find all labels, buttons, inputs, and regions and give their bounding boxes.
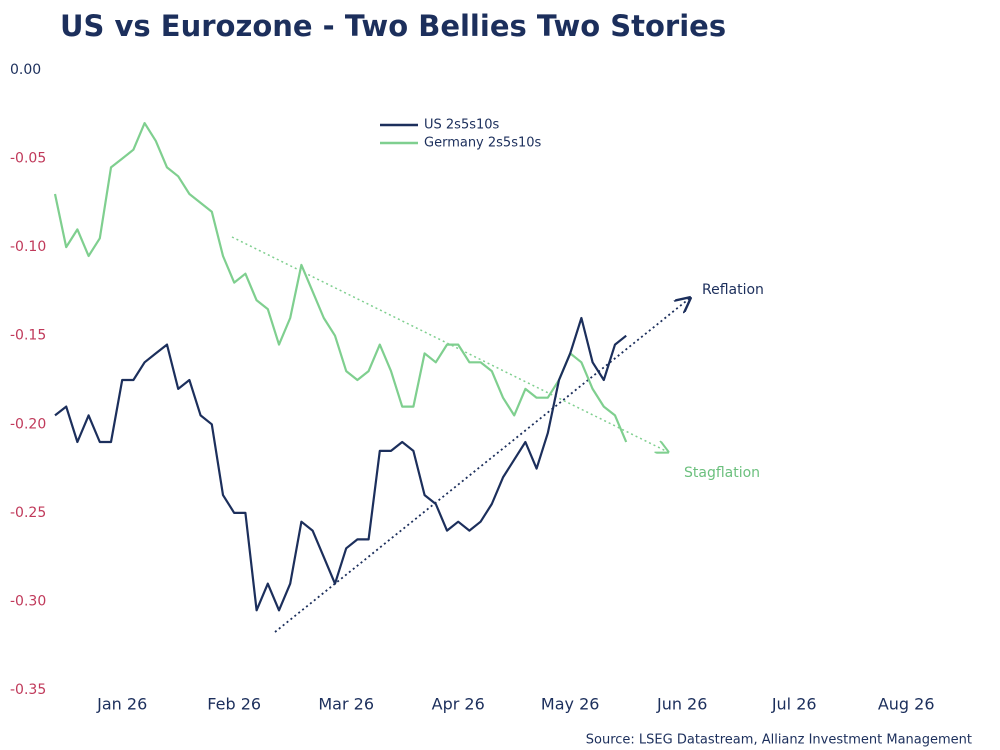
source: Source: LSEG Datastream, Allianz Investm…	[586, 733, 972, 748]
reflation-trend	[274, 298, 690, 633]
annotation: Stagflation	[684, 465, 760, 481]
y-tick-label: -0.35	[10, 682, 46, 698]
legend-label: Germany 2s5s10s	[424, 136, 542, 151]
x-tick-label: May 26	[541, 695, 600, 714]
x-tick-label: Apr 26	[432, 695, 485, 714]
y-tick-label: -0.30	[10, 593, 46, 609]
x-tick-label: Jun 26	[656, 695, 707, 714]
line-series	[53, 122, 628, 443]
x-tick-label: Mar 26	[318, 695, 374, 714]
legend-label: US 2s5s10s	[424, 118, 500, 133]
y-tick-label: -0.25	[10, 505, 46, 521]
x-tick-label: Jan 26	[96, 695, 147, 714]
x-tick-label: Feb 26	[207, 695, 261, 714]
chart-title: US vs Eurozone - Two Bellies Two Stories	[60, 9, 726, 43]
x-tick-label: Aug 26	[878, 695, 935, 714]
y-tick-label: -0.20	[10, 416, 46, 432]
annotation: Reflation	[702, 282, 764, 298]
y-tick-label: 0.00	[10, 62, 41, 78]
y-tick-label: -0.15	[10, 328, 46, 344]
y-tick-label: -0.05	[10, 151, 46, 167]
y-tick-label: -0.10	[10, 239, 46, 255]
x-tick-label: Jul 26	[771, 695, 817, 714]
line-series	[54, 316, 627, 612]
